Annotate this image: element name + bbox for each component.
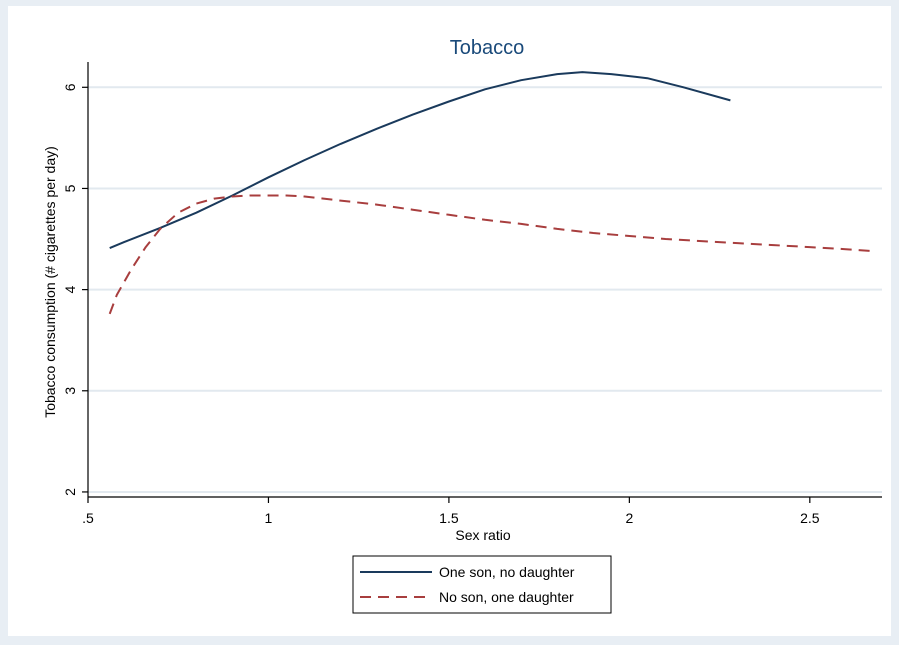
- x-tick-label-2: 1.5: [439, 510, 459, 526]
- y-axis-ticks: 2 3 4 5 6: [62, 83, 88, 496]
- graph-region: [8, 6, 891, 636]
- y-tick-label-0: 2: [62, 488, 78, 496]
- series-line-one-son-no-daughter: [109, 71, 731, 250]
- series-line-no-son-one-daughter: [108, 194, 875, 315]
- x-tick-label-4: 2.5: [800, 510, 820, 526]
- y-axis-title: Tobacco consumption (# cigarettes per da…: [42, 146, 58, 418]
- series-layer: [108, 71, 875, 315]
- y-tick-label-1: 3: [62, 387, 78, 395]
- x-axis-title: Sex ratio: [455, 527, 510, 543]
- x-tick-label-0: .5: [82, 510, 94, 526]
- legend-label-no-son: No son, one daughter: [439, 589, 574, 605]
- y-tick-label-4: 6: [62, 83, 78, 91]
- y-tick-label-3: 5: [62, 184, 78, 192]
- gridlines: [88, 86, 882, 493]
- x-tick-label-1: 1: [265, 510, 273, 526]
- legend-label-one-son: One son, no daughter: [439, 564, 575, 580]
- x-tick-label-3: 2: [625, 510, 633, 526]
- y-tick-label-2: 4: [62, 286, 78, 294]
- chart-title: Tobacco: [450, 37, 525, 59]
- legend: One son, no daughter No son, one daughte…: [352, 555, 612, 614]
- legend-box: [352, 555, 612, 614]
- x-axis-ticks: .5 1 1.5 2 2.5: [82, 497, 820, 526]
